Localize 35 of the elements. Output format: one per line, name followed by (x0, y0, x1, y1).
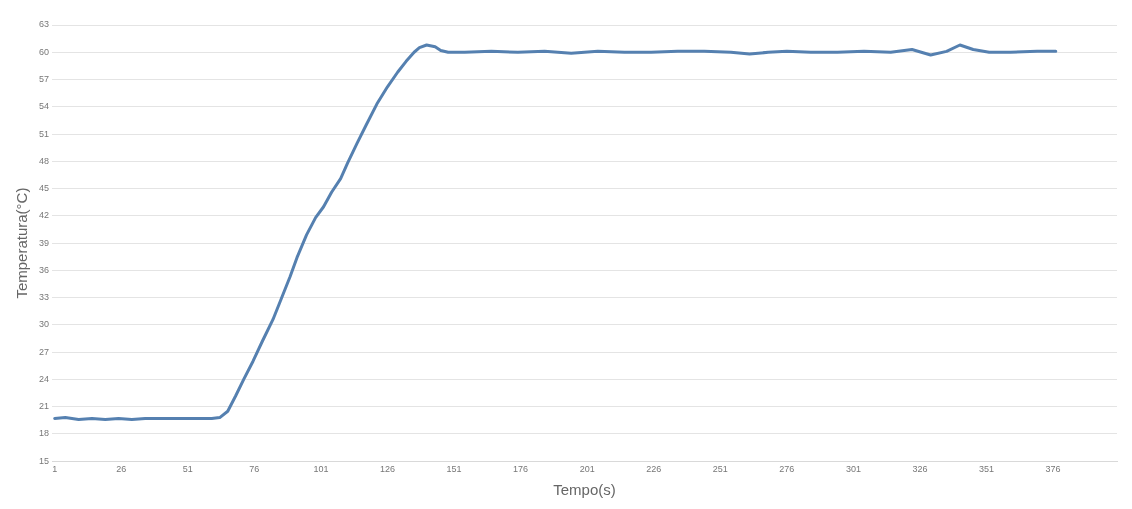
y-tick-label: 18 (39, 428, 50, 439)
y-tick-label: 33 (39, 292, 50, 303)
y-tick-label: 45 (39, 183, 50, 194)
y-tick-label: 36 (39, 264, 50, 275)
x-tick-label: 276 (779, 464, 795, 475)
x-tick-label: 376 (1045, 464, 1061, 475)
x-axis-title: Tempo(s) (553, 481, 616, 499)
x-tick-label: 101 (313, 464, 329, 475)
y-tick-label: 21 (39, 401, 50, 412)
y-tick-label: 15 (39, 455, 50, 466)
y-tick-label: 48 (39, 155, 50, 166)
y-tick-label: 54 (39, 101, 50, 112)
y-tick-label: 27 (39, 346, 50, 357)
y-axis-title: Temperatura(°C) (13, 187, 31, 299)
y-tick-label: 30 (39, 319, 50, 330)
x-tick-label: 301 (845, 464, 861, 475)
x-tick-label: 1 (52, 464, 58, 475)
y-tick-label: 51 (39, 128, 50, 139)
y-tick-label: 57 (39, 74, 50, 85)
x-tick-label: 226 (646, 464, 662, 475)
y-tick-label: 63 (39, 19, 50, 30)
x-tick-label: 76 (249, 464, 260, 475)
x-tick-label: 176 (513, 464, 529, 475)
x-tick-label: 326 (912, 464, 928, 475)
y-tick-label: 39 (39, 237, 50, 248)
y-tick-label: 60 (39, 46, 50, 57)
x-tick-label: 251 (712, 464, 728, 475)
x-tick-label: 151 (446, 464, 462, 475)
y-tick-label: 24 (39, 373, 50, 384)
x-tick-label: 351 (979, 464, 995, 475)
x-tick-label: 126 (379, 464, 395, 475)
x-tick-label: 26 (116, 464, 127, 475)
y-tick-label: 42 (39, 210, 50, 221)
x-tick-label: 201 (579, 464, 595, 475)
x-tick-label: 51 (182, 464, 193, 475)
